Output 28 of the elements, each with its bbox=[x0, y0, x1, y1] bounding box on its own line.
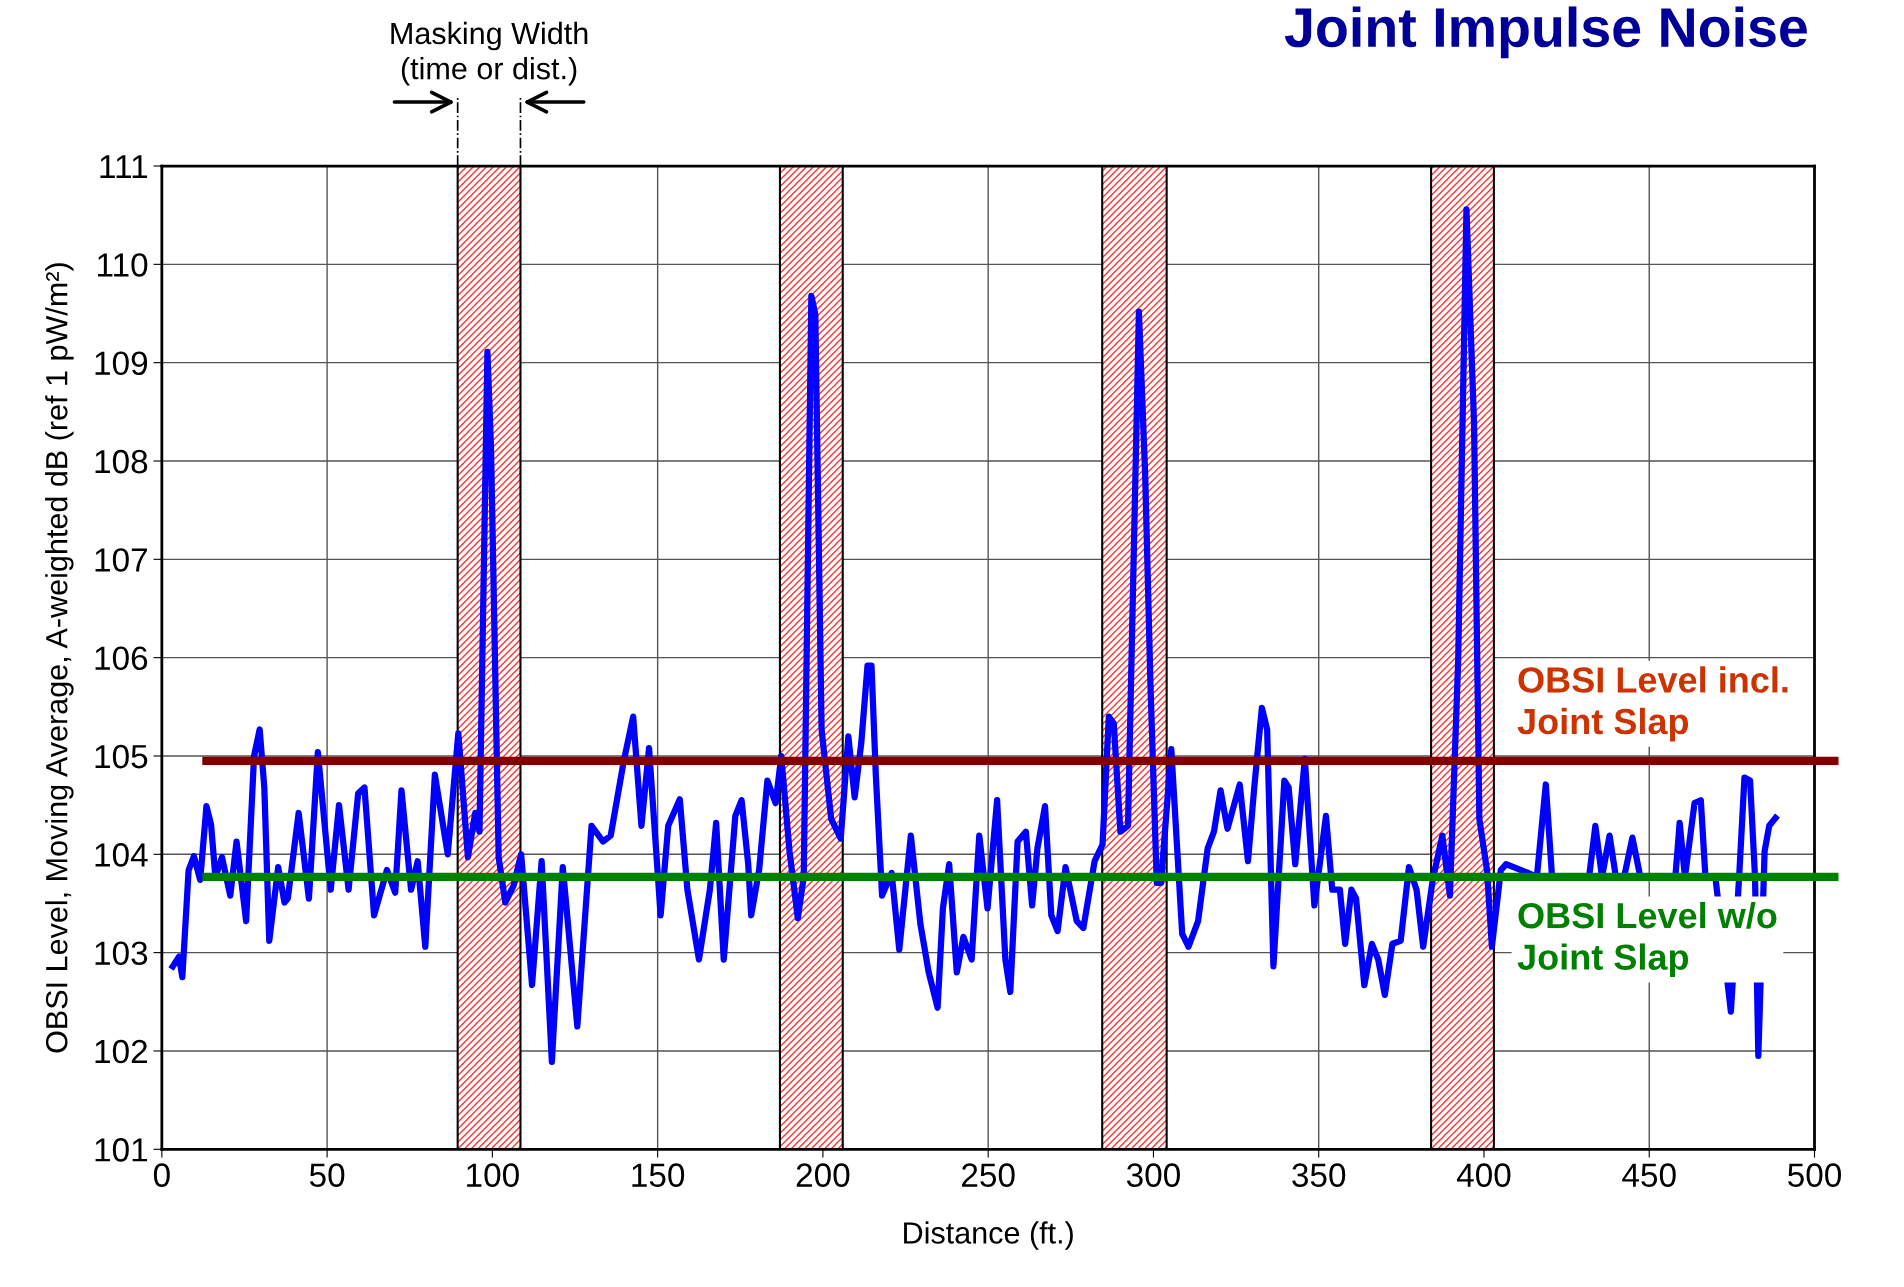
x-tick-label: 50 bbox=[309, 1163, 345, 1187]
ref-line-label: OBSI Level incl. Joint Slap bbox=[1517, 666, 1788, 742]
y-tick-label: 104 bbox=[95, 843, 148, 867]
y-tick-label: 107 bbox=[95, 548, 147, 572]
chart-title: Joint Impulse Noise bbox=[1284, 6, 1807, 59]
y-axis-title: OBSI Level, Moving Average, A-weighted dB (ref 1 pW/m²) bbox=[45, 263, 74, 1053]
y-tick-label: 105 bbox=[95, 744, 148, 769]
y-tick-label: 108 bbox=[95, 449, 148, 474]
x-axis-title: Distance (ft.) bbox=[904, 1221, 1073, 1250]
ref-line-label: OBSI Level w/o Joint Slap bbox=[1517, 901, 1777, 978]
y-tick-label: 101 bbox=[95, 1138, 148, 1162]
y-tick-label: 111 bbox=[100, 155, 148, 179]
x-tick-label: 350 bbox=[1292, 1163, 1346, 1187]
x-tick-label: 150 bbox=[632, 1163, 685, 1187]
text: Masking Width (time or dist.) bbox=[391, 21, 588, 86]
x-tick-label: 0 bbox=[153, 1163, 170, 1187]
x-tick-label: 100 bbox=[467, 1163, 519, 1187]
y-tick-label: 109 bbox=[95, 351, 148, 376]
x-tick-label: 250 bbox=[962, 1163, 1015, 1187]
x-tick-label: 400 bbox=[1456, 1163, 1511, 1187]
x-tick-label: 300 bbox=[1126, 1163, 1180, 1187]
y-tick-label: 102 bbox=[95, 1039, 147, 1064]
x-tick-label: 450 bbox=[1622, 1163, 1676, 1187]
y-tick-label: 110 bbox=[98, 253, 148, 277]
y-tick-label: 103 bbox=[95, 941, 148, 966]
y-tick-label: 106 bbox=[95, 646, 148, 671]
x-tick-label: 200 bbox=[796, 1163, 850, 1187]
x-tick-label: 500 bbox=[1788, 1163, 1842, 1187]
